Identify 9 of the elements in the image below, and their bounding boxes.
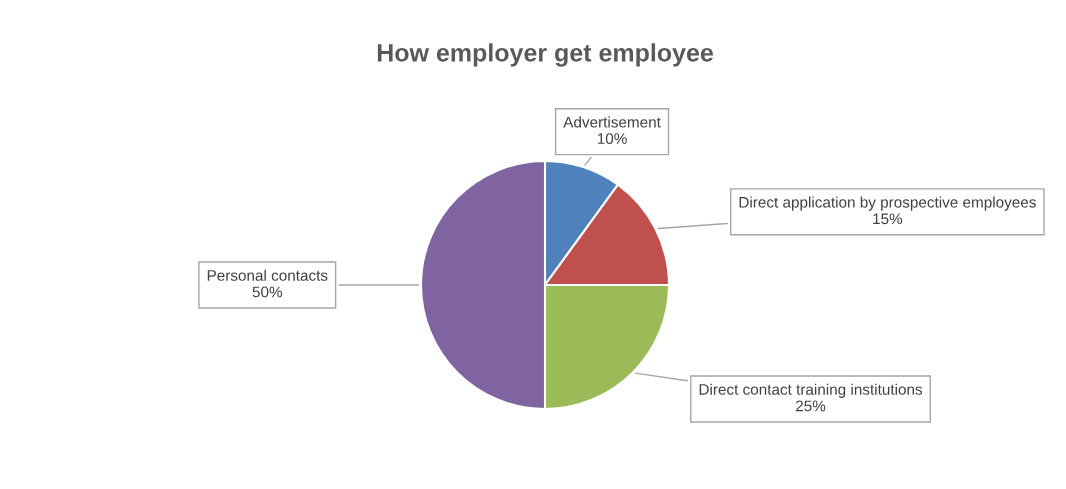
slice-label: Advertisement <box>563 116 661 128</box>
slice-label: Direct contact training institutions <box>699 383 923 398</box>
data-label: 15% <box>873 213 903 225</box>
data-label: 10% <box>597 133 627 145</box>
slice-label: Direct application by prospective employees <box>739 196 1036 211</box>
slice-label: Personal contacts <box>207 269 328 281</box>
chart-title: How employer get employee <box>377 43 713 67</box>
data-label: 25% <box>796 400 826 412</box>
data-label: 50% <box>252 286 283 298</box>
